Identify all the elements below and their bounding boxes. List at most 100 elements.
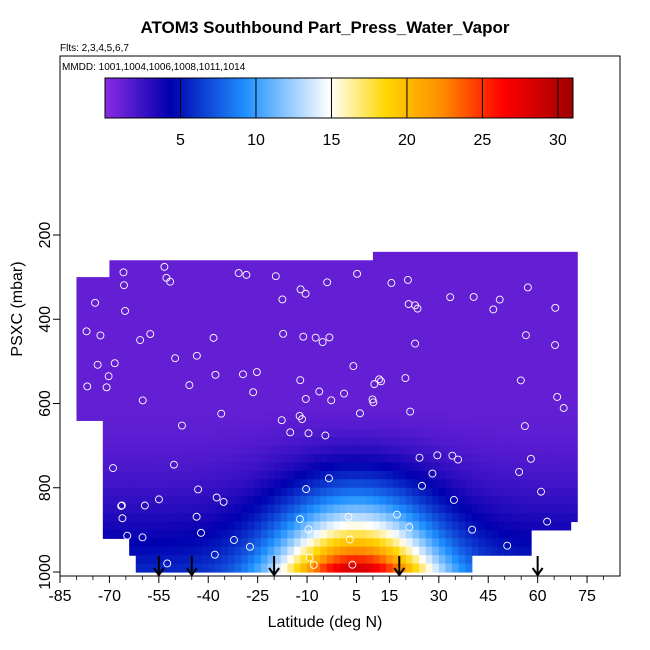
heatmap-cell [195,268,203,278]
heatmap-cell [425,260,433,270]
heatmap-cell [116,285,124,295]
heatmap-cell [135,470,143,480]
heatmap-cell [148,437,157,447]
heatmap-cell [234,344,242,354]
heatmap-cell [524,470,532,480]
heatmap-cell [340,563,348,573]
heatmap-cell [531,428,539,438]
heatmap-cell [300,428,308,438]
heatmap-cell [168,327,176,337]
heatmap-cell [148,302,157,312]
heatmap-cell [221,445,229,455]
heatmap-cell [333,344,341,354]
heatmap-cell [129,336,137,346]
heatmap-cell [445,420,453,430]
heatmap-cell [247,546,255,556]
heatmap-cell [425,529,433,539]
heatmap-cell [452,462,460,472]
heatmap-cell [405,293,414,303]
heatmap-cell [109,319,117,329]
heatmap-cell [162,546,170,556]
heatmap-cell [234,428,242,438]
heatmap-cell [340,454,348,464]
heatmap-cell [195,319,203,329]
heatmap-cell [412,428,420,438]
heatmap-cell [419,386,427,396]
heatmap-cell [544,487,552,497]
heatmap-cell [326,546,335,556]
heatmap-cell [570,462,578,472]
observation-point [356,409,364,418]
heatmap-cell [392,361,400,371]
heatmap-cell [102,521,111,531]
heatmap-cell [116,487,124,497]
heatmap-cell [142,285,150,295]
heatmap-cell [445,251,453,261]
heatmap-cell [333,302,341,312]
heatmap-cell [478,327,486,337]
heatmap-cell [208,378,216,388]
heatmap-cell [458,496,466,506]
heatmap-cell [366,470,374,480]
heatmap-cell [76,386,84,396]
heatmap-cell [109,369,117,379]
heatmap-cell [214,445,223,455]
observation-point [230,536,238,544]
observation-point [82,327,91,336]
heatmap-cell [399,336,407,346]
heatmap-cell [142,445,150,455]
heatmap-cell [234,336,242,346]
heatmap-cell [274,437,282,447]
heatmap-cell [399,411,407,421]
heatmap-cell [96,310,104,320]
heatmap-cell [379,513,387,523]
heatmap-cell [201,445,209,455]
heatmap-cell [155,487,163,497]
heatmap-cell [392,479,400,489]
heatmap-cell [511,411,519,421]
heatmap-cell [241,336,249,346]
heatmap-cell [544,428,552,438]
heatmap-cell [399,310,407,320]
observation-point [277,416,286,425]
heatmap-cell [570,319,578,329]
heatmap-cell [366,538,374,548]
heatmap-cell [544,251,552,261]
heatmap-cell [412,319,420,329]
heatmap-cell [142,420,150,430]
heatmap-cell [300,386,308,396]
heatmap-cell [254,386,262,396]
heatmap-cell [340,546,348,556]
heatmap-cell [293,428,302,438]
heatmap-cell [135,369,143,379]
heatmap-cell [432,386,440,396]
heatmap-cell [412,462,420,472]
heatmap-cell [386,487,394,497]
heatmap-cell [221,319,229,329]
heatmap-cell [517,546,526,556]
heatmap-cell [412,293,420,303]
heatmap-cell [478,344,486,354]
heatmap-cell [366,445,374,455]
heatmap-cell [333,277,341,287]
heatmap-cell [366,327,374,337]
observation-point [239,370,247,379]
heatmap-cell [168,344,176,354]
heatmap-cell [122,386,130,396]
heatmap-cell [155,546,163,556]
heatmap-cell [129,462,137,472]
heatmap-cell [267,411,275,421]
heatmap-cell [438,555,447,565]
heatmap-cell [293,563,302,573]
heatmap-cell [326,369,335,379]
profile-arrows-layer [153,556,544,577]
heatmap-cell [524,302,532,312]
heatmap-cell [326,386,335,396]
heatmap-cell [201,386,209,396]
heatmap-cell [208,479,216,489]
heatmap-cell [498,496,506,506]
heatmap-cell [208,411,216,421]
heatmap-cell [491,538,499,548]
heatmap-cell [412,420,420,430]
heatmap-cell [122,344,130,354]
